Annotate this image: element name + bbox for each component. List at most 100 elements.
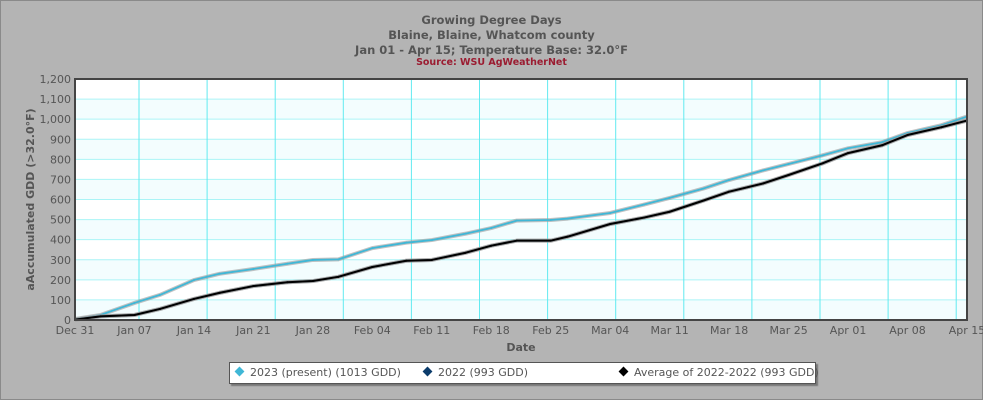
diamond-icon — [618, 366, 629, 377]
x-tick-label: Jan 14 — [176, 324, 211, 337]
data-point — [430, 239, 433, 242]
data-point — [787, 173, 790, 176]
grid-band — [75, 179, 967, 200]
data-point — [549, 239, 552, 242]
chart-title: Growing Degree Days — [421, 13, 562, 27]
data-point — [821, 162, 824, 165]
grid-band — [75, 99, 967, 120]
y-tick-label: 900 — [50, 133, 71, 146]
grid-band — [75, 259, 967, 280]
data-point — [515, 239, 518, 242]
data-point — [609, 211, 612, 214]
chart-source: Source: WSU AgWeatherNet — [416, 57, 567, 68]
data-point — [490, 227, 493, 230]
data-point — [787, 162, 790, 165]
data-point — [668, 210, 671, 213]
data-point — [133, 301, 136, 304]
data-point — [464, 232, 467, 235]
data-point — [252, 285, 255, 288]
data-point — [566, 217, 569, 220]
legend: 2023 (present) (1013 GDD) 2022 (993 GDD)… — [229, 362, 819, 384]
x-tick-label: Feb 11 — [413, 324, 450, 337]
y-tick-label: 1,000 — [40, 113, 72, 126]
y-tick-label: 400 — [50, 234, 71, 247]
legend-label: 2023 (present) (1013 GDD) — [250, 366, 401, 379]
diamond-icon — [234, 366, 245, 377]
plot-border — [74, 78, 968, 321]
legend-item-2023[interactable]: 2023 (present) (1013 GDD) — [232, 366, 401, 379]
data-point — [847, 152, 850, 155]
x-tick-label: Mar 04 — [591, 324, 629, 337]
y-tick-label: 1,100 — [40, 93, 72, 106]
grid-band — [75, 219, 967, 240]
x-tick-label: Feb 25 — [532, 324, 569, 337]
data-point — [609, 223, 612, 226]
data-point — [702, 187, 705, 190]
data-point — [566, 235, 569, 238]
data-point — [99, 315, 102, 318]
y-tick-label: 700 — [50, 173, 71, 186]
data-point — [728, 190, 731, 193]
x-tick-label: Feb 18 — [473, 324, 510, 337]
y-tick-label: 0 — [64, 314, 71, 327]
x-tick-label: Feb 04 — [354, 324, 391, 337]
chart-subtitle: Blaine, Blaine, Whatcom county — [388, 28, 595, 42]
data-point — [702, 199, 705, 202]
data-point — [940, 126, 943, 129]
data-point — [464, 251, 467, 254]
x-tick-label: Apr 15 — [949, 324, 983, 337]
data-point — [158, 293, 161, 296]
data-point — [252, 267, 255, 270]
x-tick-label: Mar 25 — [769, 324, 807, 337]
grid-band — [75, 299, 967, 320]
x-tick-label: Apr 08 — [889, 324, 926, 337]
data-point — [158, 307, 161, 310]
diamond-icon — [422, 366, 433, 377]
x-tick-label: Jan 28 — [295, 324, 330, 337]
y-tick-label: 1,200 — [40, 73, 72, 86]
data-point — [311, 280, 314, 283]
x-axis-label: Date — [506, 341, 535, 354]
data-point — [286, 281, 289, 284]
data-point — [668, 196, 671, 199]
y-tick-label: 500 — [50, 214, 71, 227]
x-tick-label: Jan 21 — [235, 324, 270, 337]
data-point — [881, 144, 884, 147]
data-point — [218, 291, 221, 294]
y-tick-label: 300 — [50, 254, 71, 267]
data-point — [371, 247, 374, 250]
grid-band — [75, 139, 967, 160]
data-point — [643, 203, 646, 206]
data-point — [881, 141, 884, 144]
data-point — [906, 134, 909, 137]
data-point — [192, 279, 195, 282]
y-tick-label: 600 — [50, 194, 71, 207]
x-tick-label: Jan 07 — [116, 324, 151, 337]
y-axis-label: aAccumulated GDD (>32.0°F) — [24, 108, 37, 290]
data-point — [218, 272, 221, 275]
data-point — [192, 297, 195, 300]
data-point — [490, 244, 493, 247]
legend-item-2022[interactable]: 2022 (993 GDD) — [420, 366, 528, 379]
data-point — [405, 259, 408, 262]
legend-item-average[interactable]: Average of 2022-2022 (993 GDD) — [616, 366, 819, 379]
chart-subtitle-2: Jan 01 - Apr 15; Temperature Base: 32.0°… — [355, 43, 628, 57]
data-point — [549, 218, 552, 221]
data-point — [337, 275, 340, 278]
data-point — [371, 265, 374, 268]
data-point — [405, 241, 408, 244]
y-tick-label: 200 — [50, 274, 71, 287]
data-point — [286, 262, 289, 265]
data-point — [821, 154, 824, 157]
data-point — [728, 179, 731, 182]
legend-label: 2022 (993 GDD) — [438, 366, 529, 379]
data-point — [643, 216, 646, 219]
data-point — [133, 313, 136, 316]
x-tick-label: Apr 01 — [830, 324, 867, 337]
x-tick-label: Dec 31 — [56, 324, 95, 337]
data-point — [337, 258, 340, 261]
data-point — [515, 219, 518, 222]
data-point — [430, 258, 433, 261]
x-tick-label: Mar 11 — [651, 324, 689, 337]
